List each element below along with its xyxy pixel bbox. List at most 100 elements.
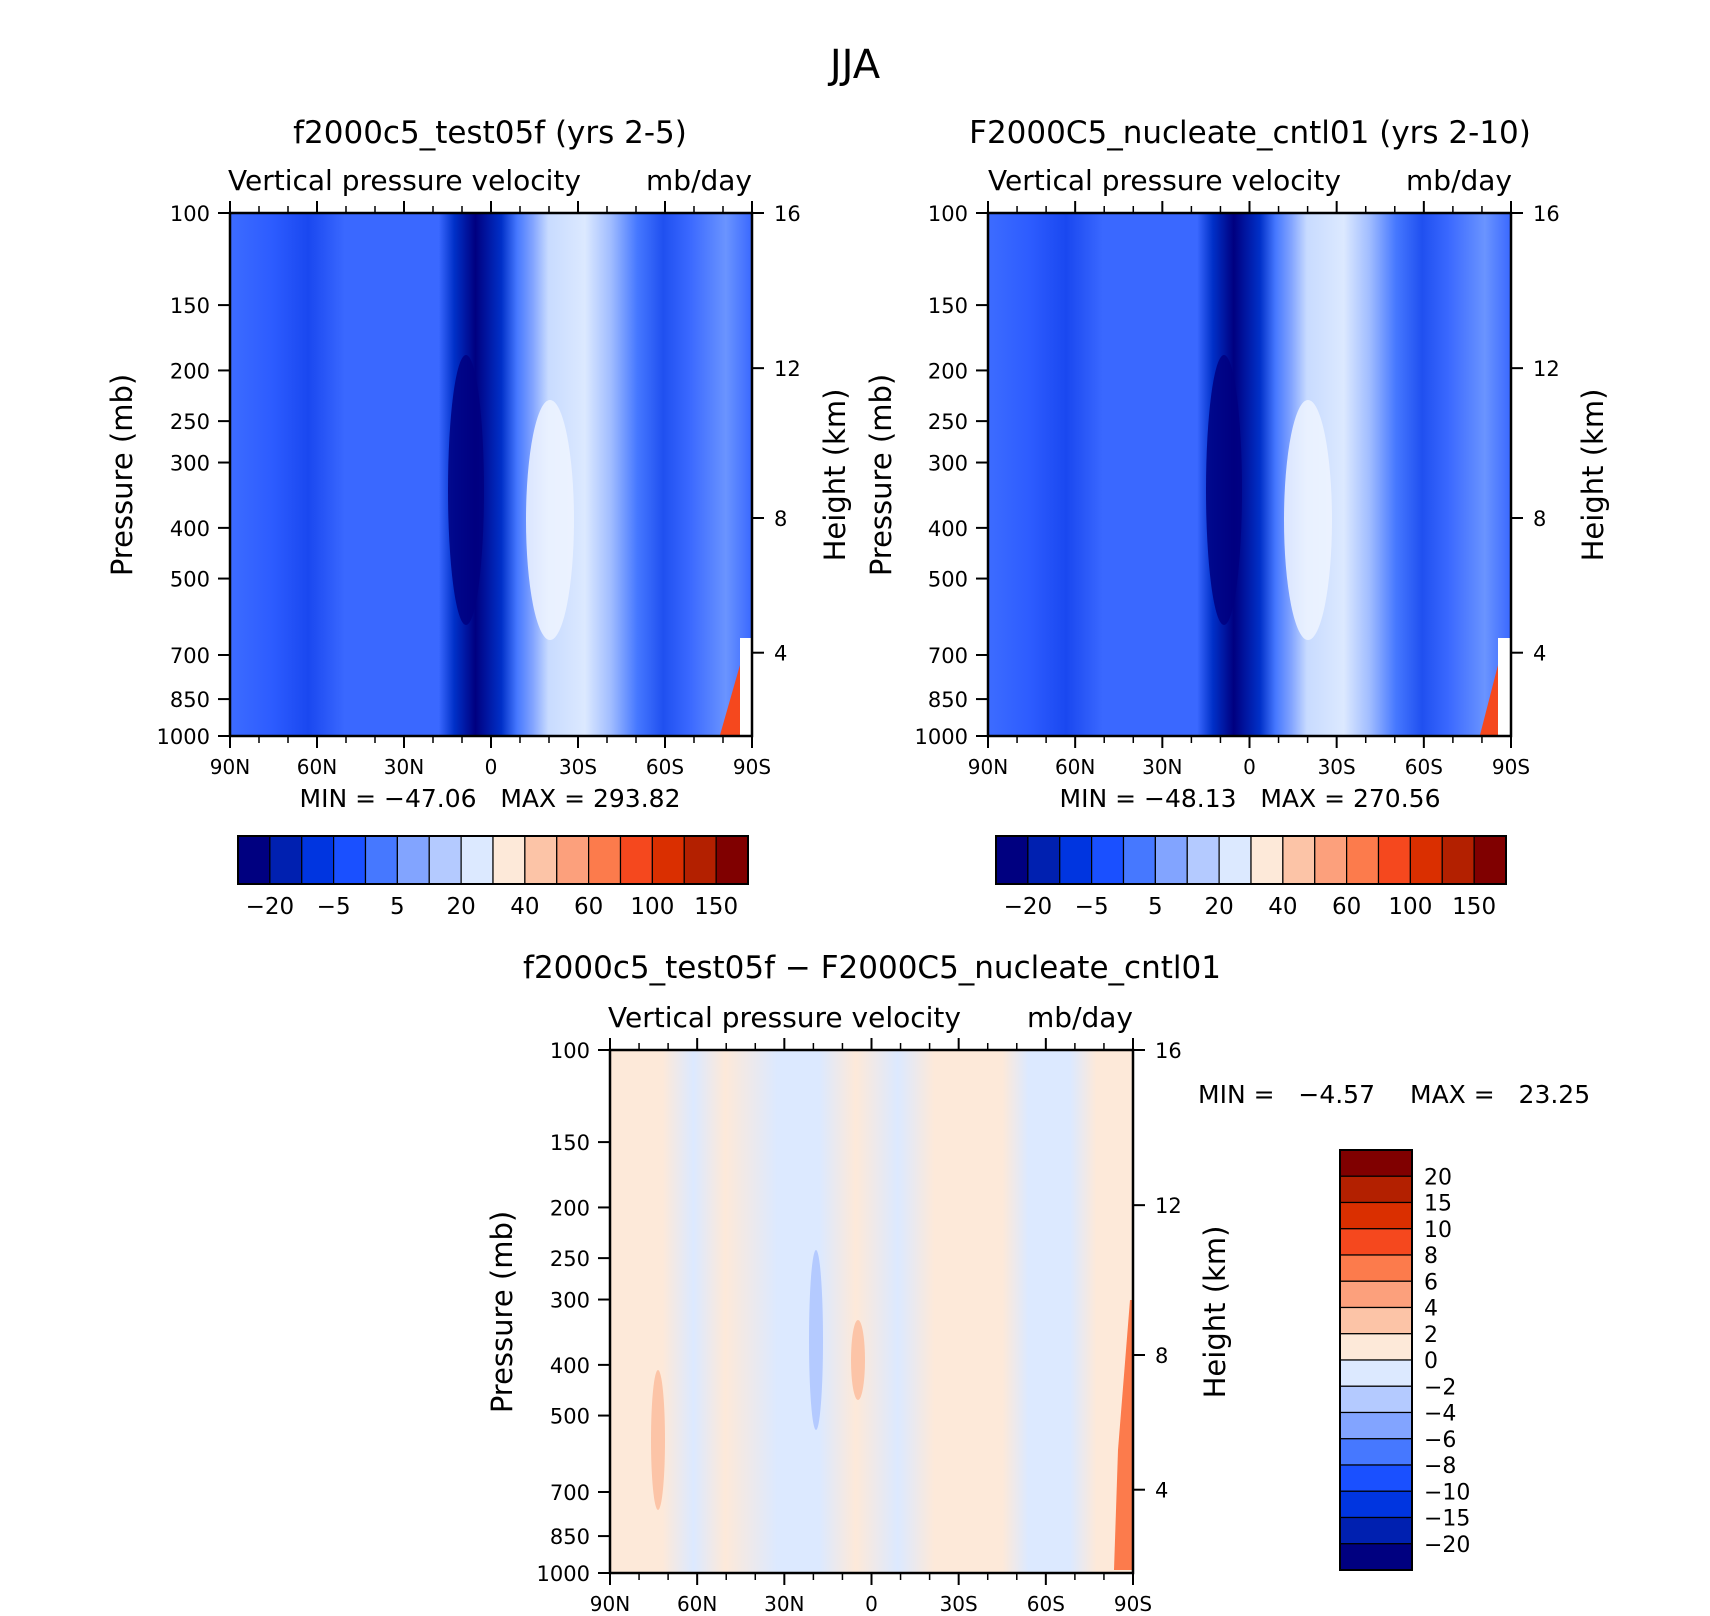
- x-tick-label: 60S: [1405, 755, 1443, 779]
- colorbar-label: 10: [1424, 1218, 1452, 1243]
- panel-2-subtitle-right: mb/day: [1406, 164, 1512, 197]
- colorbar-label: 150: [694, 894, 738, 920]
- panel-1-ylabel: Pressure (mb): [105, 374, 139, 576]
- y-right-tick-label: 12: [1155, 1194, 1182, 1218]
- y-right-tick-label: 12: [774, 357, 801, 381]
- colorbar-label: −6: [1424, 1428, 1456, 1453]
- y-tick-label: 400: [928, 517, 968, 541]
- colorbar-label: −2: [1424, 1375, 1456, 1400]
- colorbar-swatch: [1339, 1149, 1413, 1177]
- y-right-tick-label: 16: [774, 202, 801, 226]
- y-tick-label: 250: [170, 410, 210, 434]
- panel-3-field: [610, 1050, 1133, 1573]
- colorbar-swatch: [1218, 835, 1252, 885]
- panel-1-x-ticks: 90N 60N 30N 0 30S 60S 90S: [210, 201, 771, 779]
- colorbar-swatch: [1339, 1228, 1413, 1256]
- colorbar-swatch: [1339, 1333, 1413, 1361]
- x-tick-label: 90N: [590, 1592, 630, 1616]
- x-tick-label: 0: [1243, 755, 1256, 779]
- colorbar-swatch: [1441, 835, 1475, 885]
- x-tick-label: 30N: [764, 1592, 804, 1616]
- colorbar-frame: [1339, 1149, 1413, 1571]
- colorbar-label: 15: [1424, 1192, 1452, 1217]
- colorbar-swatch: [651, 835, 685, 885]
- panel-2-field-base: [988, 213, 1511, 736]
- colorbar-swatch: [556, 835, 590, 885]
- y-right-tick-label: 8: [774, 507, 787, 531]
- colorbar-label: 20: [1424, 1165, 1452, 1190]
- panel-2-ylabel: Pressure (mb): [864, 374, 898, 576]
- colorbar-label: −10: [1424, 1480, 1470, 1505]
- colorbar-label: −8: [1424, 1454, 1456, 1479]
- colorbar-swatch: [715, 835, 749, 885]
- y-tick-label: 700: [928, 644, 968, 668]
- y-right-tick-label: 4: [774, 642, 787, 666]
- panel-3-title: f2000c5_test05f − F2000C5_nucleate_cntl0…: [523, 950, 1221, 986]
- colorbar-label: 0: [1424, 1349, 1438, 1374]
- panel-1-blob-deep-descent: [448, 355, 484, 625]
- colorbar-swatch: [1339, 1254, 1413, 1282]
- y-right-tick-label: 8: [1533, 507, 1546, 531]
- panel-3-blob-surface-positive: [1114, 1300, 1133, 1570]
- x-tick-label: 30S: [559, 755, 597, 779]
- y-right-tick-label: 16: [1155, 1039, 1182, 1063]
- panel-1-field-base: [230, 213, 752, 736]
- y-tick-label: 200: [550, 1196, 590, 1220]
- panel-1-y-ticks: 100 150 200 250 300 400 500 700 850 1000 16 12 8 4: [157, 202, 801, 749]
- x-tick-label: 30N: [1142, 755, 1182, 779]
- colorbar-label: 40: [510, 894, 539, 920]
- colorbar-label: 5: [1148, 894, 1163, 920]
- panel-3: f2000c5_test05f − F2000C5_nucleate_cntl0…: [485, 950, 1590, 1616]
- colorbar-label: 60: [1332, 894, 1361, 920]
- panel-2: F2000C5_nucleate_cntl01 (yrs 2-10) Verti…: [864, 115, 1610, 920]
- panel-3-ylabel-right: Height (km): [1198, 1226, 1232, 1399]
- colorbar-label: 60: [574, 894, 603, 920]
- colorbar-swatch: [1409, 835, 1443, 885]
- colorbar-swatch: [1339, 1385, 1413, 1414]
- colorbar-swatch: [1339, 1543, 1413, 1571]
- colorbar-label: −20: [1004, 894, 1053, 920]
- colorbar-label: 2: [1424, 1323, 1438, 1348]
- colorbar-swatch: [1339, 1438, 1413, 1466]
- panel-1: f2000c5_test05f (yrs 2-5) Vertical press…: [105, 115, 852, 920]
- y-right-tick-label: 8: [1155, 1344, 1168, 1368]
- colorbar-swatch: [301, 835, 335, 885]
- colorbar-swatch: [237, 835, 271, 885]
- colorbar-swatch: [1339, 1280, 1413, 1309]
- colorbar-swatch: [1339, 1411, 1413, 1440]
- colorbar-label: 100: [1388, 894, 1432, 920]
- y-tick-label: 850: [550, 1525, 590, 1549]
- colorbar-label: 5: [390, 894, 405, 920]
- panel-2-blob-deep-descent: [1206, 355, 1242, 625]
- colorbar-swatch: [1473, 835, 1507, 885]
- y-tick-label: 100: [550, 1039, 590, 1063]
- colorbar-swatch: [1059, 835, 1093, 885]
- panel-1-colorbar: −20 −5 5 20 40 60 100 150: [237, 835, 749, 920]
- panel-3-blob-positive-2: [851, 1320, 865, 1400]
- x-tick-label: 0: [485, 755, 498, 779]
- y-tick-label: 300: [550, 1289, 590, 1313]
- colorbar-label: 100: [630, 894, 674, 920]
- panel-2-y-ticks: 100 150 200 250 300 400 500 700 850 1000 16 12 8 4: [915, 202, 1560, 749]
- colorbar-swatch: [995, 835, 1029, 885]
- colorbar-swatch: [1339, 1306, 1413, 1335]
- y-tick-label: 100: [928, 202, 968, 226]
- panel-2-ylabel-right: Height (km): [1576, 389, 1610, 562]
- colorbar-swatch: [333, 835, 367, 885]
- colorbar-swatch: [269, 835, 303, 885]
- colorbar-swatch: [1339, 1201, 1413, 1230]
- colorbar-swatch: [428, 835, 462, 885]
- colorbar-label: −20: [246, 894, 295, 920]
- y-tick-label: 500: [928, 568, 968, 592]
- panel-1-blob-upward-core: [526, 400, 574, 640]
- y-tick-label: 300: [928, 452, 968, 476]
- y-right-tick-label: 4: [1155, 1479, 1168, 1503]
- y-tick-label: 1000: [915, 725, 968, 749]
- x-tick-label: 60N: [1055, 755, 1095, 779]
- y-right-tick-label: 12: [1533, 357, 1560, 381]
- panel-2-title: F2000C5_nucleate_cntl01 (yrs 2-10): [969, 115, 1531, 151]
- colorbar-swatch: [460, 835, 494, 885]
- panel-2-stats: MIN = −48.13 MAX = 270.56: [1060, 784, 1441, 813]
- colorbar-swatch: [588, 835, 622, 885]
- x-tick-label: 90N: [968, 755, 1008, 779]
